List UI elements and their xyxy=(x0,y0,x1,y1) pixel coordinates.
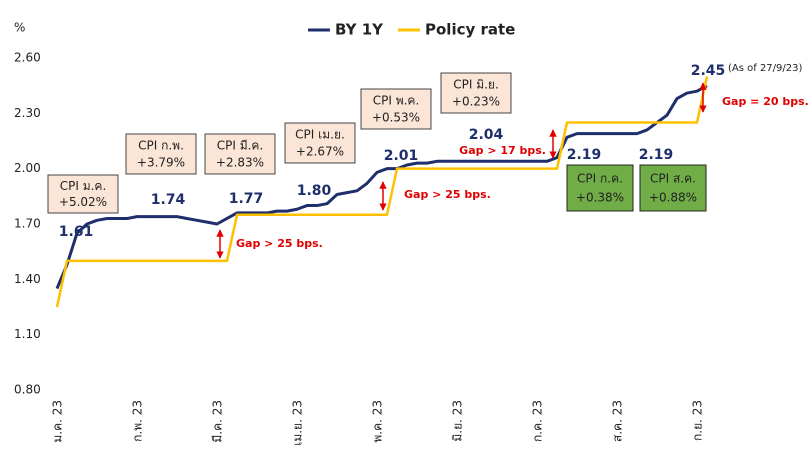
point-label: 1.61 xyxy=(59,224,94,240)
cpi-box xyxy=(125,133,197,175)
y-tick-label: 1.40 xyxy=(14,272,41,286)
y-tick-label: 2.60 xyxy=(14,51,41,65)
x-tick-label: ม.ค. 23 xyxy=(51,400,65,443)
x-tick-label: พ.ค. 23 xyxy=(371,400,385,443)
cpi-value: +2.83% xyxy=(216,155,264,169)
cpi-label: CPI มิ.ย. xyxy=(453,78,499,92)
series-line xyxy=(55,76,709,308)
gap-label: Gap > 25 bps. xyxy=(236,237,323,250)
cpi-value: +5.02% xyxy=(59,195,107,209)
point-label: 2.19 xyxy=(639,147,674,163)
cpi-value: +0.88% xyxy=(649,191,697,205)
x-tick-label: ก.ย. 23 xyxy=(691,400,705,441)
y-unit: % xyxy=(14,21,25,35)
legend-label: Policy rate xyxy=(425,21,515,39)
x-tick-label: มี.ค. 23 xyxy=(211,400,225,443)
x-tick-label: ส.ค. 23 xyxy=(611,400,625,442)
cpi-value: +0.23% xyxy=(452,94,500,108)
cpi-label: CPI ส.ค. xyxy=(650,171,696,185)
point-label: 1.74 xyxy=(151,192,186,208)
cpi-box xyxy=(360,88,432,130)
y-tick-label: 1.10 xyxy=(14,327,41,341)
cpi-value: +2.67% xyxy=(296,144,344,158)
point-label: 1.80 xyxy=(297,183,332,199)
cpi-box xyxy=(566,164,634,212)
legend-label: BY 1Y xyxy=(335,21,384,39)
gap-label: Gap = 20 bps. xyxy=(722,95,809,108)
point-label: 2.04 xyxy=(469,127,504,143)
cpi-box xyxy=(639,164,707,212)
cpi-label: CPI เม.ย. xyxy=(295,128,345,142)
cpi-label: CPI ม.ค. xyxy=(60,179,107,193)
cpi-box xyxy=(204,133,276,175)
cpi-box xyxy=(284,122,356,164)
cpi-label: CPI พ.ค. xyxy=(373,94,420,108)
cpi-value: +0.38% xyxy=(576,191,624,205)
y-tick-label: 2.30 xyxy=(14,106,41,120)
x-tick-label: มิ.ย. 23 xyxy=(451,400,465,442)
x-tick-label: ก.พ. 23 xyxy=(131,400,145,442)
y-tick-label: 0.80 xyxy=(14,383,41,397)
cpi-box xyxy=(440,72,512,114)
point-label: 1.77 xyxy=(229,191,264,207)
y-tick-label: 2.00 xyxy=(14,161,41,175)
gap-label: Gap > 17 bps. xyxy=(459,144,546,157)
x-tick-label: เม.ย. 23 xyxy=(291,400,305,446)
series-line xyxy=(55,84,708,290)
gap-label: Gap > 25 bps. xyxy=(404,188,491,201)
point-label: 2.19 xyxy=(567,147,602,163)
cpi-label: CPI มี.ค. xyxy=(217,139,264,153)
y-tick-label: 1.70 xyxy=(14,217,41,231)
cpi-value: +3.79% xyxy=(137,155,185,169)
point-label: 2.45 xyxy=(691,63,726,79)
point-label: 2.01 xyxy=(384,148,419,164)
x-tick-label: ก.ค. 23 xyxy=(531,400,545,442)
cpi-label: CPI ก.พ. xyxy=(138,139,184,153)
cpi-box xyxy=(47,174,119,214)
cpi-label: CPI ก.ค. xyxy=(577,171,623,185)
note: (As of 27/9/23) xyxy=(728,63,802,74)
cpi-value: +0.53% xyxy=(372,110,420,124)
